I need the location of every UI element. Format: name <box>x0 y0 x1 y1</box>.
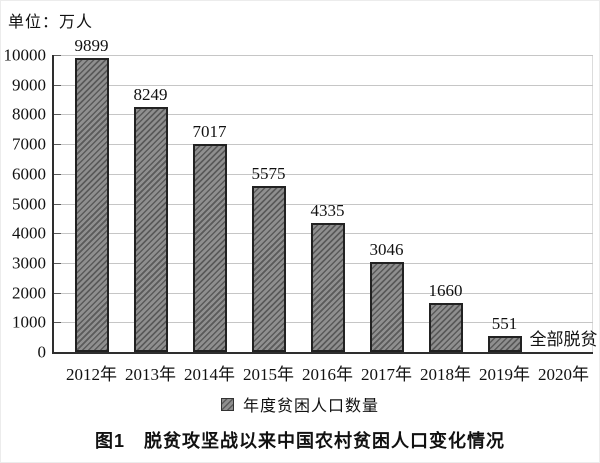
y-tick-6000 <box>52 173 61 175</box>
x-tick-label-2012年: 2012年 <box>66 365 117 384</box>
y-tick-label-9000: 9000 <box>12 75 46 95</box>
bar-2014年 <box>192 143 227 352</box>
y-tick-label-2000: 2000 <box>12 283 46 303</box>
x-tick-label-2016年: 2016年 <box>302 365 353 384</box>
bar-column-2014年: 7017 <box>180 55 239 352</box>
y-tick-3000 <box>52 262 61 264</box>
y-tick-5000 <box>52 203 61 205</box>
gridline-7000 <box>52 144 593 146</box>
y-tick-label-0: 0 <box>37 342 47 362</box>
bar-2016年 <box>310 223 345 352</box>
y-tick-label-1000: 1000 <box>12 312 46 332</box>
y-tick-7000 <box>52 144 61 146</box>
bar-column-2013年: 8249 <box>121 55 180 352</box>
bar-column-2020年: 全部脱贫 <box>530 55 598 352</box>
y-tick-label-7000: 7000 <box>12 134 46 154</box>
gridline-5000 <box>52 203 593 205</box>
y-tick-label-3000: 3000 <box>12 253 46 273</box>
bar-value-2012年: 9899 <box>74 36 109 55</box>
x-axis-tick-labels: 2012年 2013年 2014年 2015年 2016年 2017年 2018年 2019年… <box>62 360 593 385</box>
y-tick-label-4000: 4000 <box>12 223 46 243</box>
figure-caption: 图1 脱贫攻坚战以来中国农村贫困人口变化情况 <box>94 431 505 451</box>
bar-series: 9899 8249 7017 5575 4335 3046 1660 551 全部脱贫 <box>62 37 598 352</box>
bar-2018年 <box>428 302 463 352</box>
x-tick-label-2018年: 2018年 <box>420 365 471 384</box>
bar-column-2012年: 9899 <box>62 37 121 352</box>
y-axis-line <box>52 55 54 354</box>
bar-column-2015年: 5575 <box>239 55 298 352</box>
bar-value-2014年: 7017 <box>192 121 227 141</box>
x-tick-label-2013年: 2013年 <box>125 365 176 384</box>
x-tick-label-2017年: 2017年 <box>361 365 412 384</box>
bar-2012年 <box>74 58 109 352</box>
gridline-9000 <box>52 84 593 86</box>
bar-column-2019年: 551 <box>475 55 534 352</box>
x-tick-label-2020年: 2020年 <box>538 365 589 384</box>
x-axis-line <box>52 352 593 354</box>
y-tick-label-6000: 6000 <box>12 164 46 184</box>
bar-value-2013年: 8249 <box>133 85 168 105</box>
bar-value-2018年: 1660 <box>428 280 463 300</box>
bar-value-2019年: 551 <box>491 313 518 333</box>
bar-value-2015年: 5575 <box>251 164 286 184</box>
y-tick-9000 <box>52 84 61 86</box>
bar-2015年 <box>251 186 286 352</box>
bar-column-2016年: 4335 <box>298 55 357 352</box>
bar-column-2017年: 3046 <box>357 55 416 352</box>
x-tick-label-2015年: 2015年 <box>243 365 294 384</box>
y-tick-label-5000: 5000 <box>12 194 46 213</box>
legend: 年度贫困人口数量 <box>0 392 600 416</box>
y-axis-tick-labels: 0 1000 2000 3000 4000 5000 6000 7000 8000 9000 100… <box>0 47 47 361</box>
y-tick-4000 <box>52 233 61 235</box>
annotation-2020年: 全部脱贫 <box>529 330 598 349</box>
gridline-8000 <box>52 114 593 116</box>
y-tick-1000 <box>52 322 61 324</box>
legend-swatch-hatched-icon <box>220 397 234 411</box>
bar-2013年 <box>133 107 168 352</box>
bar-column-2018年: 1660 <box>416 55 475 352</box>
y-tick-label-8000: 8000 <box>12 104 46 124</box>
x-tick-label-2019年: 2019年 <box>479 365 530 384</box>
y-tick-10000 <box>52 55 61 56</box>
gridline-6000 <box>52 173 593 175</box>
y-tick-label-10000: 10000 <box>3 45 47 65</box>
x-tick-label-2014年: 2014年 <box>184 365 235 384</box>
bar-2019年 <box>487 335 522 352</box>
legend-label: 年度贫困人口数量 <box>242 398 379 415</box>
bar-2017年 <box>369 261 404 352</box>
y-tick-2000 <box>52 292 61 294</box>
unit-label: 单位：万人 <box>8 14 94 31</box>
y-tick-8000 <box>52 114 61 116</box>
bar-value-2017年: 3046 <box>369 239 404 259</box>
bar-value-2016年: 4335 <box>310 201 345 221</box>
gridline-10000 <box>52 55 593 56</box>
